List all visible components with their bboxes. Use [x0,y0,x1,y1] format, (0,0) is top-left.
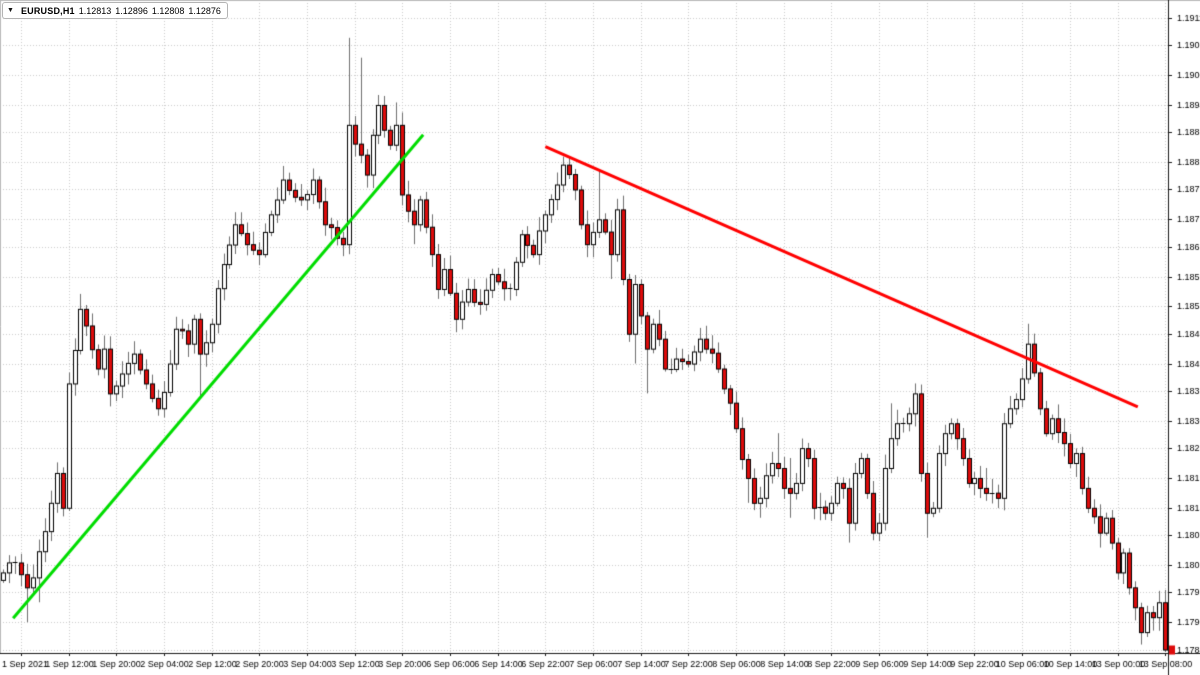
symbol-info-box: ▼ EURUSD,H1 1.12813 1.12896 1.12808 1.12… [2,2,228,19]
symbol-timeframe-label: EURUSD,H1 [20,5,75,16]
quote-low-value: 1.12808 [151,5,185,16]
quote-high-value: 1.12896 [115,5,148,16]
chevron-down-icon[interactable]: ▼ [7,7,14,14]
quote-open-value: 1.12813 [78,5,112,16]
quote-close-value: 1.12876 [188,5,221,16]
